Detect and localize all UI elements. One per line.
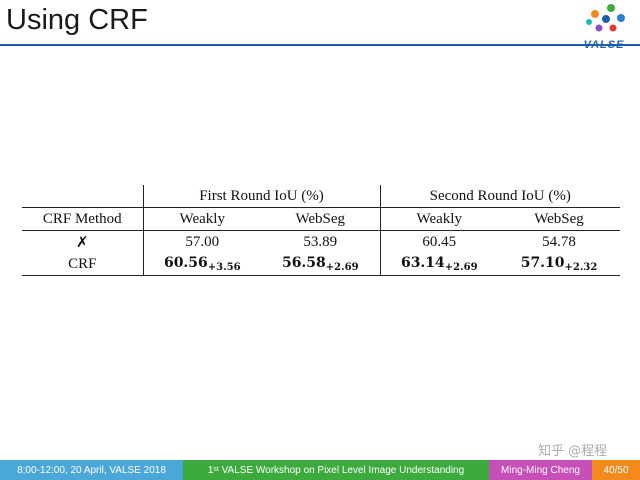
method-cell: ✗ — [75, 234, 89, 251]
title-underline — [0, 44, 640, 46]
value-cell: 57.00 — [142, 230, 261, 253]
logo-petal-purple — [595, 24, 603, 32]
value-cell: 57.10+2.32 — [498, 253, 620, 276]
value-cell: 60.56+3.56 — [142, 253, 261, 276]
logo-text: VALSE — [583, 39, 625, 51]
group-header-first-round: First Round IoU (%) — [142, 185, 380, 208]
logo-center — [602, 15, 610, 23]
value-cell: 54.78 — [542, 233, 576, 250]
value-gain: +2.32 — [564, 262, 598, 273]
value-number: 63.14 — [400, 255, 445, 271]
value-number: 60.56 — [163, 255, 208, 271]
value-gain: +2.69 — [444, 262, 478, 273]
logo-petal-orange — [591, 10, 599, 18]
value-cell: 63.14+2.69 — [379, 253, 498, 276]
column-header: WebSeg — [295, 210, 346, 227]
method-cell: CRF — [68, 255, 97, 272]
logo-petal-green — [607, 4, 615, 12]
footer-author: Ming-Ming Cheng — [489, 460, 592, 480]
value-number: 56.58 — [281, 255, 326, 271]
column-header-method: CRF Method — [42, 210, 122, 227]
column-header: Weakly — [379, 207, 498, 231]
slide-title: Using CRF — [6, 4, 148, 36]
logo-petal-blue — [617, 14, 625, 22]
value-cell: 53.89 — [303, 233, 338, 250]
value-gain: +2.69 — [325, 262, 359, 273]
column-header: WebSeg — [534, 210, 584, 227]
table-row: ✗ 57.00 53.89 60.45 54.78 — [22, 230, 620, 253]
value-number: 57.10 — [520, 255, 565, 271]
watermark: 知乎 @程程 — [538, 444, 608, 459]
table-group-header-row: First Round IoU (%) Second Round IoU (%) — [22, 185, 620, 208]
table-corner-cell — [22, 185, 143, 208]
workshop-ordinal: 1 — [207, 464, 214, 476]
footer-date: 8:00-12:00, 20 April, VALSE 2018 — [0, 460, 183, 480]
logo-petal-teal — [586, 19, 592, 25]
column-header: Weakly — [142, 207, 261, 231]
group-header-second-round: Second Round IoU (%) — [379, 185, 620, 208]
logo-petal-red — [609, 24, 617, 32]
valse-logo-icon — [586, 4, 625, 32]
value-cell: 60.45 — [379, 230, 498, 253]
footer-page-number: 40/50 — [592, 460, 640, 480]
value-cell: 56.58+2.69 — [261, 253, 380, 276]
table-row: CRF 60.56+3.56 56.58+2.69 63.14+2.69 57.… — [22, 253, 620, 276]
results-table: First Round IoU (%) Second Round IoU (%)… — [22, 185, 620, 276]
table-column-header-row: CRF Method Weakly WebSeg Weakly WebSeg — [22, 207, 620, 231]
value-gain: +3.56 — [207, 262, 241, 273]
workshop-name: VALSE Workshop on Pixel Level Image Unde… — [218, 464, 465, 476]
